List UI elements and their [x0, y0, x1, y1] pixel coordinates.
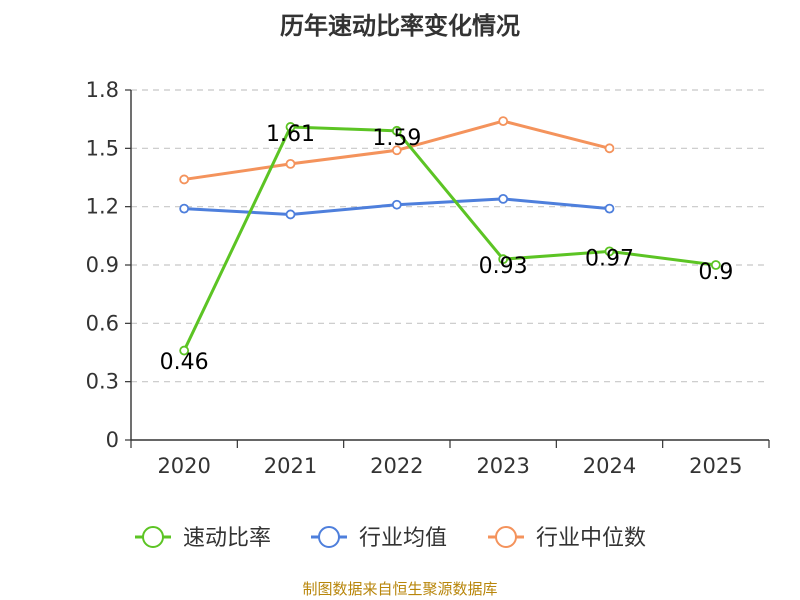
legend-label: 速动比率 [183, 526, 271, 551]
data-point [498, 116, 509, 127]
grid-layer [131, 89, 769, 383]
data-point [498, 193, 509, 204]
y-tick-label: 0.9 [86, 253, 119, 277]
x-tick-label: 2020 [157, 454, 210, 478]
data-point [179, 345, 190, 356]
data-point [285, 209, 296, 220]
y-tick-label: 1.2 [86, 195, 119, 219]
y-tick-label: 0.3 [86, 370, 119, 394]
data-point [391, 199, 402, 210]
data-label: 0.46 [160, 350, 209, 375]
data-point [391, 145, 402, 156]
data-label: 0.93 [479, 254, 528, 279]
data-point [498, 254, 509, 265]
label-layer: 0.46 1.61 1.59 0.93 0.97 0.9 [160, 122, 734, 375]
data-point [710, 260, 721, 270]
data-point [179, 174, 190, 185]
legend-swatch-marker [318, 526, 340, 548]
x-tick-label: 2023 [476, 454, 529, 478]
x-tick-label: 2021 [264, 454, 317, 478]
data-label: 1.59 [372, 126, 421, 151]
data-label: 0.9 [698, 260, 733, 285]
x-tick-label: 2024 [583, 454, 636, 478]
y-tick-label: 1.8 [86, 78, 119, 102]
data-point [391, 125, 402, 136]
legend-swatch-marker [495, 526, 517, 548]
series-layer [179, 116, 721, 356]
legend-label: 行业均值 [359, 526, 447, 551]
source-footer: 制图数据来自恒生聚源数据库 [302, 580, 498, 598]
x-tick-label: 2025 [689, 454, 742, 478]
data-point [285, 122, 296, 132]
data-label: 0.97 [585, 246, 634, 271]
y-tick-label: 0 [106, 428, 119, 452]
legend-swatch-marker [142, 526, 164, 548]
chart-title: 历年速动比率变化情况 [280, 12, 520, 40]
x-tick-label: 2022 [370, 454, 423, 478]
y-tick-label: 1.5 [86, 136, 119, 160]
axis-layer: 0 0.3 0.6 0.9 1.2 1.5 1.8 2020 2021 2022 2023 2024 2… [86, 78, 770, 478]
data-point [604, 203, 615, 214]
data-point [179, 203, 190, 214]
series-line [182, 125, 717, 352]
data-point [285, 158, 296, 169]
data-point [604, 246, 615, 257]
legend: 速动比率 行业均值 行业中位数 [135, 526, 646, 551]
legend-label: 行业中位数 [536, 526, 646, 551]
data-point [604, 143, 615, 154]
y-tick-label: 0.6 [86, 311, 119, 335]
data-label: 1.61 [266, 122, 315, 147]
